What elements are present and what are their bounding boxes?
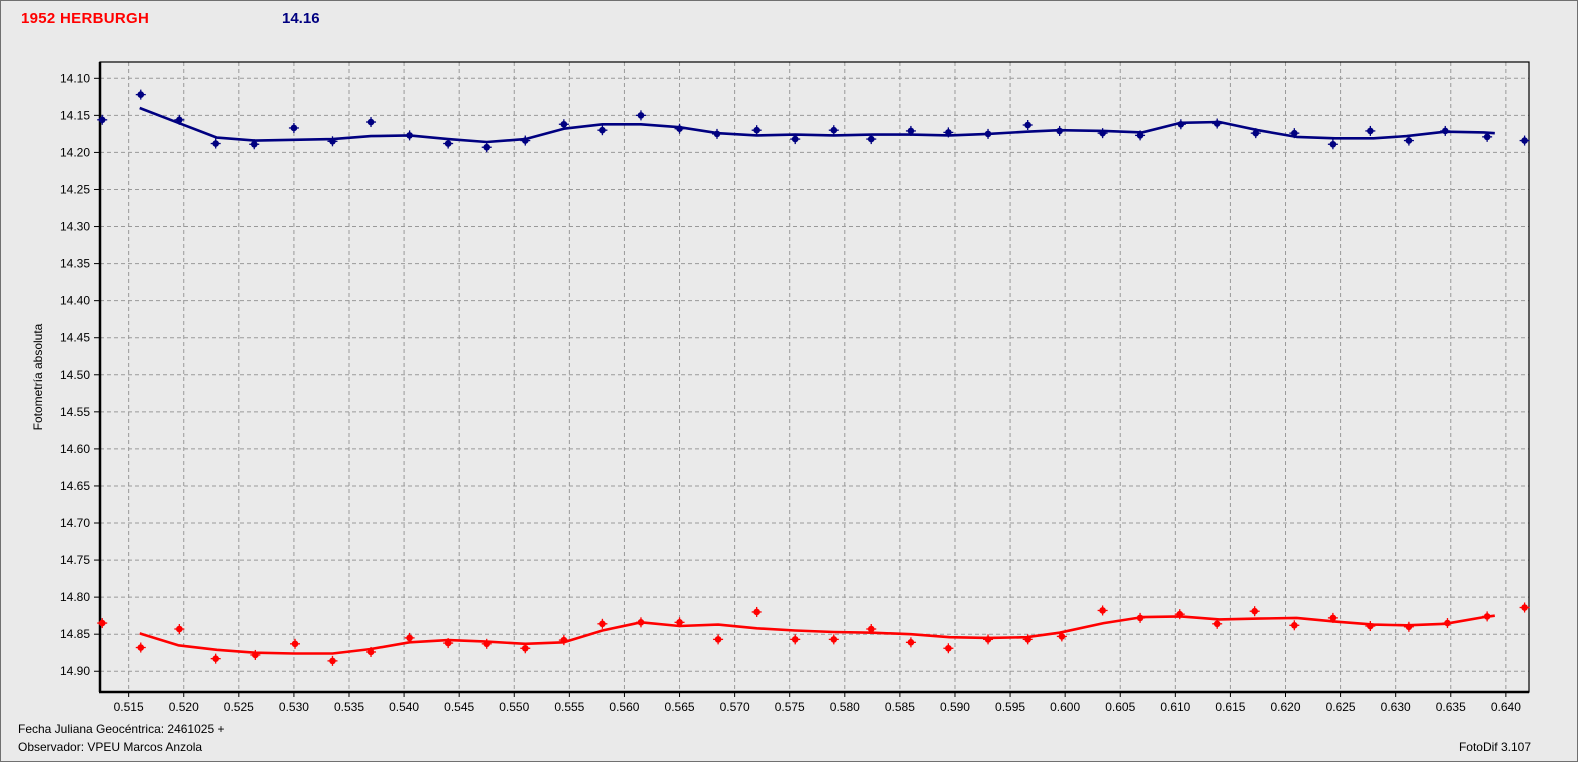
svg-text:0.640: 0.640 — [1491, 700, 1521, 714]
x-axis-tick-labels: 0.515 0.520 0.525 0.530 0.535 0.540 0.545 0.550… — [114, 700, 1522, 714]
svg-text:14.25: 14.25 — [60, 182, 90, 196]
svg-text:0.525: 0.525 — [224, 700, 254, 714]
svg-text:14.30: 14.30 — [60, 220, 90, 234]
series-blue — [97, 89, 1530, 153]
svg-text:14.90: 14.90 — [60, 664, 90, 678]
svg-text:0.605: 0.605 — [1105, 700, 1135, 714]
svg-text:14.55: 14.55 — [60, 405, 90, 419]
svg-text:14.70: 14.70 — [60, 516, 90, 530]
svg-text:0.560: 0.560 — [609, 700, 639, 714]
svg-text:0.635: 0.635 — [1436, 700, 1466, 714]
svg-text:0.625: 0.625 — [1326, 700, 1356, 714]
svg-text:0.535: 0.535 — [334, 700, 364, 714]
object-title: 1952 HERBURGH — [21, 10, 150, 27]
svg-text:0.515: 0.515 — [114, 700, 144, 714]
series-blue-points — [97, 89, 1530, 153]
svg-text:0.550: 0.550 — [499, 700, 529, 714]
svg-text:0.585: 0.585 — [885, 700, 915, 714]
svg-text:14.20: 14.20 — [60, 145, 90, 159]
svg-text:0.600: 0.600 — [1050, 700, 1080, 714]
svg-text:14.80: 14.80 — [60, 590, 90, 604]
svg-text:14.15: 14.15 — [60, 108, 90, 122]
svg-text:14.85: 14.85 — [60, 627, 90, 641]
svg-text:14.75: 14.75 — [60, 553, 90, 567]
svg-text:0.540: 0.540 — [389, 700, 419, 714]
y-axis-title: Fotometría absoluta — [31, 323, 45, 431]
svg-text:14.50: 14.50 — [60, 368, 90, 382]
svg-text:0.555: 0.555 — [554, 700, 584, 714]
svg-text:14.60: 14.60 — [60, 442, 90, 456]
svg-text:0.570: 0.570 — [720, 700, 750, 714]
series-red — [97, 602, 1530, 666]
app-version-label: FotoDif 3.107 — [1458, 740, 1531, 754]
gridlines — [100, 62, 1529, 692]
axis-ticks — [94, 77, 1507, 697]
svg-text:0.630: 0.630 — [1381, 700, 1411, 714]
svg-text:14.35: 14.35 — [60, 257, 90, 271]
svg-text:0.620: 0.620 — [1270, 700, 1300, 714]
svg-text:0.590: 0.590 — [940, 700, 970, 714]
svg-text:0.615: 0.615 — [1215, 700, 1245, 714]
svg-text:14.40: 14.40 — [60, 294, 90, 308]
svg-text:0.565: 0.565 — [665, 700, 695, 714]
y-axis-tick-labels: 14.10 14.15 14.20 14.25 14.30 14.35 14.40 14.45… — [60, 71, 90, 678]
svg-text:0.580: 0.580 — [830, 700, 860, 714]
series-red-points — [97, 602, 1530, 666]
svg-text:0.545: 0.545 — [444, 700, 474, 714]
svg-text:0.595: 0.595 — [995, 700, 1025, 714]
svg-text:0.610: 0.610 — [1160, 700, 1190, 714]
svg-text:0.520: 0.520 — [169, 700, 199, 714]
svg-text:0.575: 0.575 — [775, 700, 805, 714]
julian-date-label: Fecha Juliana Geocéntrica: 2461025 + — [18, 722, 225, 736]
svg-text:0.530: 0.530 — [279, 700, 309, 714]
magnitude-value: 14.16 — [282, 10, 320, 27]
svg-text:14.65: 14.65 — [60, 479, 90, 493]
observer-label: Observador: VPEU Marcos Anzola — [18, 740, 203, 754]
svg-text:14.10: 14.10 — [60, 71, 90, 85]
svg-text:14.45: 14.45 — [60, 331, 90, 345]
plot-frame — [98, 61, 1530, 694]
